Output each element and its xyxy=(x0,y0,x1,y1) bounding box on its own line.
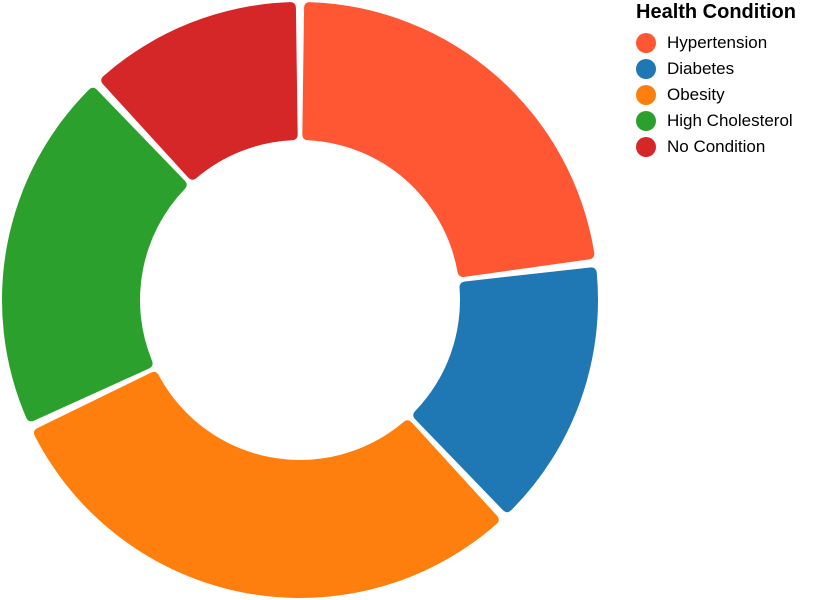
legend-swatch-no-condition xyxy=(636,137,656,157)
slice-obesity xyxy=(33,371,499,599)
legend-item-high-cholesterol: High Cholesterol xyxy=(636,108,796,134)
legend-label-hypertension: Hypertension xyxy=(667,33,768,52)
slice-no-condition xyxy=(101,2,298,180)
legend-label-high-cholesterol: High Cholesterol xyxy=(667,111,793,130)
legend-label-no-condition: No Condition xyxy=(667,137,766,156)
slice-diabetes xyxy=(413,267,598,513)
legend: Health Condition Hypertension Diabetes Obe… xyxy=(636,0,796,160)
legend-label-diabetes: Diabetes xyxy=(667,59,735,78)
slice-hypertension xyxy=(302,2,595,278)
slice-high-cholesterol xyxy=(1,87,187,422)
legend-item-hypertension: Hypertension xyxy=(636,30,796,56)
legend-item-obesity: Obesity xyxy=(636,82,796,108)
legend-swatch-hypertension xyxy=(636,33,656,53)
legend-items: Hypertension Diabetes Obesity High Choleste… xyxy=(636,30,796,160)
legend-swatch-diabetes xyxy=(636,59,656,79)
donut-chart xyxy=(1,2,598,599)
legend-swatch-obesity xyxy=(636,85,656,105)
legend-item-no-condition: No Condition xyxy=(636,134,796,160)
legend-swatch-high-cholesterol xyxy=(636,111,656,131)
legend-item-diabetes: Diabetes xyxy=(636,56,796,82)
legend-label-obesity: Obesity xyxy=(667,85,725,104)
legend-title: Health Condition xyxy=(636,1,796,23)
